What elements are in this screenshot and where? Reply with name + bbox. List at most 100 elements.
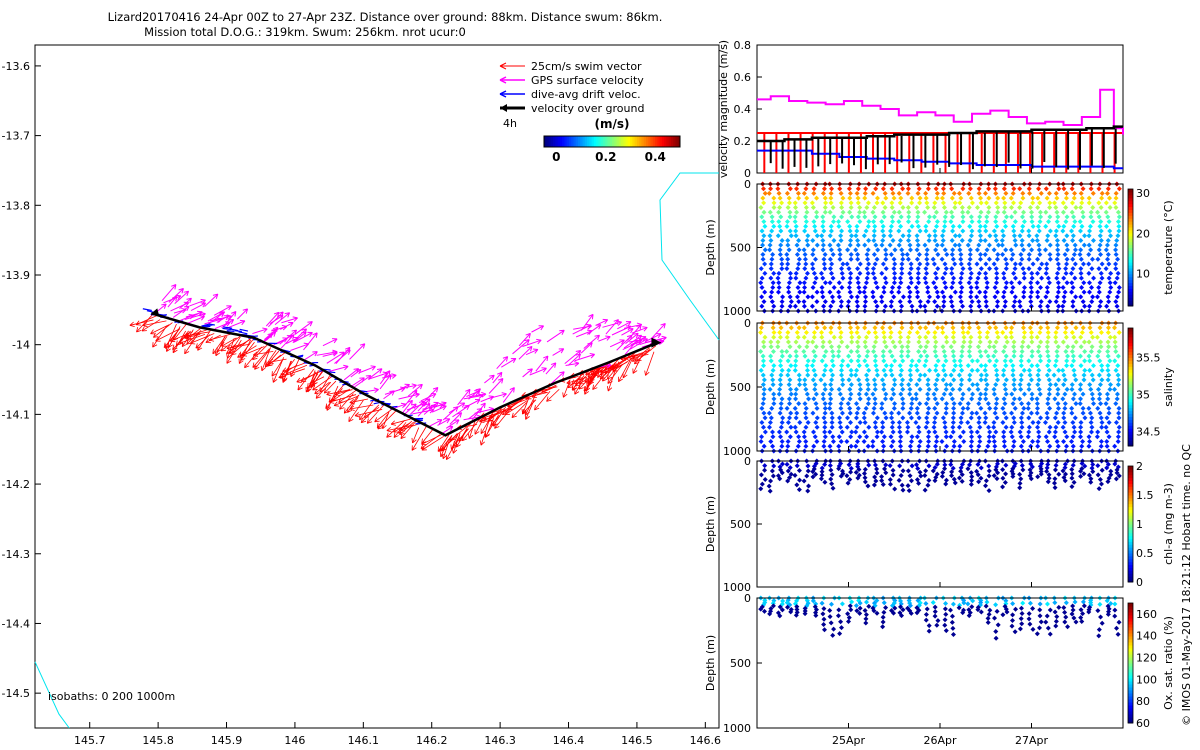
temperature-point xyxy=(1035,294,1041,300)
salinity-point xyxy=(916,377,922,383)
temperature-point xyxy=(923,266,929,272)
salinity-point xyxy=(1112,344,1118,350)
temperature-point xyxy=(1002,205,1008,211)
gps-vector xyxy=(423,404,436,415)
temperature-point xyxy=(1090,294,1096,300)
chla-point xyxy=(897,463,903,469)
swim-vector-head xyxy=(332,395,338,401)
map-x-tick-label: 146.3 xyxy=(484,734,516,747)
temperature-point xyxy=(889,289,895,295)
temperature-point xyxy=(1116,223,1122,229)
swim-vector-head xyxy=(339,404,345,410)
salinity-point xyxy=(974,429,980,435)
salinity-point xyxy=(1000,329,1006,335)
temperature-point xyxy=(1114,303,1120,309)
salinity-point xyxy=(794,353,800,359)
temperature-point xyxy=(854,190,860,196)
oxygen-point xyxy=(1027,600,1033,606)
temperature-point xyxy=(957,223,963,229)
salinity-point xyxy=(827,391,833,397)
temperature-point xyxy=(1073,294,1079,300)
temperature-point xyxy=(771,195,777,201)
salinity-point xyxy=(787,344,793,350)
salinity-point xyxy=(978,363,984,369)
gps-vector xyxy=(173,309,187,314)
oxygen-colorbar-segment xyxy=(1128,666,1133,670)
temperature-point xyxy=(847,280,853,286)
drift-vector xyxy=(203,324,213,327)
chla-colorbar-tick-label: 2 xyxy=(1136,460,1143,473)
oxygen-point xyxy=(788,609,794,615)
chla-colorbar-segment xyxy=(1128,550,1133,554)
temperature-point xyxy=(1087,223,1093,229)
temperature-point xyxy=(926,214,932,220)
salinity-point xyxy=(948,391,954,397)
temperature-point xyxy=(949,209,955,215)
temperature-point xyxy=(995,205,1001,211)
salinity-colorbar-label: salinity xyxy=(1162,367,1175,407)
temperature-point xyxy=(983,275,989,281)
salinity-point xyxy=(897,429,903,435)
oxygen-point xyxy=(1062,609,1068,615)
temperature-point xyxy=(957,280,963,286)
salinity-point xyxy=(1053,358,1059,364)
temperature-point xyxy=(794,252,800,258)
salinity-point xyxy=(820,391,826,397)
salinity-point xyxy=(1028,377,1034,383)
temperature-point xyxy=(854,228,860,234)
swim-vector-head xyxy=(220,346,227,352)
swim-vector xyxy=(484,414,500,438)
salinity-point xyxy=(1116,329,1122,335)
salinity-point xyxy=(967,377,973,383)
salinity-point xyxy=(1086,353,1092,359)
temperature-point xyxy=(922,242,928,248)
temperature-point xyxy=(883,252,889,258)
temperature-point xyxy=(787,228,793,234)
temperature-point xyxy=(1008,195,1014,201)
salinity-point xyxy=(978,405,984,411)
salinity-point xyxy=(802,410,808,416)
salinity-point xyxy=(881,358,887,364)
salinity-point xyxy=(950,424,956,430)
temperature-point xyxy=(819,284,825,290)
gps-vector-head xyxy=(312,332,318,338)
temperature-point xyxy=(1071,214,1077,220)
temperature-point xyxy=(847,228,853,234)
salinity-point xyxy=(931,391,937,397)
temperature-point xyxy=(871,219,877,225)
temperature-point xyxy=(1069,209,1075,215)
salinity-point xyxy=(951,329,957,335)
temperature-point xyxy=(1086,303,1092,309)
temperature-point xyxy=(810,252,816,258)
gps-vector xyxy=(359,365,376,374)
temperature-point xyxy=(838,299,844,305)
temperature-point xyxy=(784,190,790,196)
temperature-point xyxy=(966,205,972,211)
temperature-point xyxy=(906,209,912,215)
legend-colorbar-segment xyxy=(562,136,565,147)
salinity-colorbar-segment xyxy=(1128,345,1133,350)
temperature-point xyxy=(934,289,940,295)
salinity-point xyxy=(940,329,946,335)
salinity-point xyxy=(983,363,989,369)
temperature-point xyxy=(820,275,826,281)
salinity-point xyxy=(766,410,772,416)
temperature-point xyxy=(1079,284,1085,290)
temperature-point xyxy=(917,261,923,267)
temperature-point xyxy=(932,228,938,234)
temperature-point xyxy=(787,303,793,309)
swim-vector-head xyxy=(172,347,178,354)
chla-point xyxy=(847,476,853,482)
temperature-point xyxy=(880,261,886,267)
salinity-point xyxy=(958,420,964,426)
salinity-point xyxy=(848,329,854,335)
oxygen-point xyxy=(827,607,833,613)
temperature-point xyxy=(1010,200,1016,206)
swim-vector-head xyxy=(386,427,392,433)
salinity-point xyxy=(854,439,860,445)
oxygen-point xyxy=(1073,619,1079,625)
salinity-point xyxy=(908,377,914,383)
salinity-point xyxy=(788,325,794,331)
legend-colorbar-segment xyxy=(548,136,552,147)
temperature-point xyxy=(1030,237,1036,243)
